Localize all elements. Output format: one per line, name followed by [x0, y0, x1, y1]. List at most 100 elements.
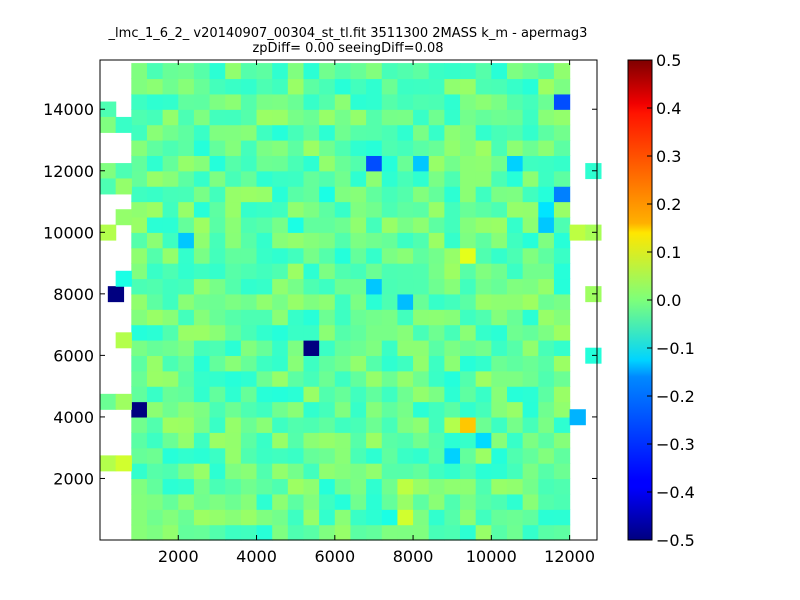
- heatmap-cell: [115, 393, 132, 410]
- heatmap-cell: [366, 509, 383, 526]
- heatmap-cell: [319, 186, 336, 203]
- heatmap-cell: [256, 216, 273, 233]
- heatmap-cell: [444, 340, 461, 356]
- heatmap-cell: [506, 186, 524, 203]
- heatmap-cell: [303, 170, 320, 187]
- heatmap-cell: [475, 524, 492, 541]
- heatmap-cell: [240, 155, 258, 172]
- heatmap-cell: [240, 416, 258, 433]
- heatmap-cell: [397, 278, 414, 295]
- heatmap-cell: [287, 493, 305, 510]
- heatmap-cell: [428, 463, 445, 480]
- heatmap-cell: [256, 263, 273, 280]
- heatmap-cell: [319, 140, 336, 156]
- x-tick-label: 6000: [314, 547, 355, 566]
- heatmap-cell: [428, 140, 445, 156]
- colorbar-tick-label: −0.3: [656, 435, 695, 454]
- heatmap-cell: [491, 93, 508, 110]
- heatmap-cell: [428, 201, 445, 218]
- heatmap-cell: [131, 416, 148, 433]
- heatmap-cell: [225, 309, 242, 326]
- heatmap-cell: [553, 478, 571, 495]
- heatmap-cell: [444, 155, 461, 172]
- heatmap-cell: [193, 78, 211, 95]
- heatmap-cell: [256, 432, 273, 449]
- y-tick-label: 6000: [53, 346, 94, 365]
- heatmap-cell: [506, 263, 524, 280]
- heatmap-cell: [287, 478, 305, 495]
- heatmap-cell: [428, 93, 445, 110]
- heatmap-cell: [131, 432, 148, 449]
- heatmap-cell: [366, 324, 383, 341]
- x-tick-label: 4000: [236, 547, 277, 566]
- heatmap-cell: [491, 432, 508, 449]
- heatmap-cell: [475, 478, 492, 495]
- heatmap-cell: [413, 232, 430, 249]
- heatmap-cell: [397, 170, 414, 187]
- heatmap-cell: [444, 140, 461, 156]
- heatmap-cell: [209, 216, 226, 233]
- heatmap-cell: [553, 63, 571, 80]
- heatmap-cell: [209, 78, 226, 95]
- heatmap-cell: [303, 124, 320, 141]
- heatmap-cell: [522, 309, 539, 326]
- heatmap-cell: [115, 116, 132, 133]
- heatmap-cell: [381, 524, 399, 541]
- heatmap-cell: [460, 278, 477, 295]
- heatmap-cell: [334, 124, 352, 141]
- heatmap-cell: [225, 170, 242, 187]
- heatmap-cell: [366, 170, 383, 187]
- heatmap-cell: [193, 232, 211, 249]
- heatmap-cell: [428, 432, 445, 449]
- heatmap-cell: [256, 155, 273, 172]
- heatmap-cell: [475, 140, 492, 156]
- heatmap-cell: [209, 493, 226, 510]
- heatmap-cell: [319, 340, 336, 356]
- heatmap-cell: [287, 124, 305, 141]
- heatmap-cell: [491, 78, 508, 95]
- heatmap-cell: [240, 263, 258, 280]
- chart-title-line-2: zpDiff= 0.00 seeingDiff=0.08: [252, 41, 443, 56]
- y-axis: 2000 4000 6000 8000 10000 12000 14000: [43, 100, 597, 488]
- heatmap-cell: [381, 463, 399, 480]
- heatmap-cell: [146, 109, 164, 126]
- heatmap-cell: [240, 386, 258, 403]
- heatmap-cell: [146, 432, 164, 449]
- heatmap-cell: [225, 293, 242, 310]
- heatmap-cell: [240, 109, 258, 126]
- heatmap-cell: [272, 401, 289, 418]
- heatmap-cell: [240, 355, 258, 372]
- heatmap-cell: [444, 263, 461, 280]
- heatmap-cell: [444, 447, 461, 464]
- heatmap-cell: [272, 201, 289, 218]
- heatmap-cell: [553, 309, 571, 326]
- heatmap-cell: [319, 155, 336, 172]
- heatmap-cell: [381, 140, 399, 156]
- heatmap-cell: [178, 263, 195, 280]
- heatmap-cell: [100, 393, 117, 410]
- colorbar: 0.5 0.4 0.3 0.2 0.1 0.0 −0.1 −0.2 −0.3 −0.4 −0.5: [627, 51, 695, 550]
- heatmap-cell: [381, 324, 399, 341]
- heatmap-cell: [506, 216, 524, 233]
- heatmap-cell: [522, 432, 539, 449]
- heatmap-cell: [350, 447, 367, 464]
- heatmap-cell: [397, 216, 414, 233]
- heatmap-cell: [193, 124, 211, 141]
- heatmap-cell: [366, 78, 383, 95]
- heatmap-cell: [303, 78, 320, 95]
- heatmap-cell: [256, 124, 273, 141]
- heatmap-cell: [225, 401, 242, 418]
- heatmap-cell: [256, 247, 273, 264]
- heatmap-cell: [397, 109, 414, 126]
- heatmap-cell: [240, 93, 258, 110]
- heatmap-cell: [381, 247, 399, 264]
- heatmap-cell: [366, 155, 383, 172]
- heatmap-cell: [428, 340, 445, 356]
- heatmap-cell: [460, 216, 477, 233]
- heatmap-cell: [131, 478, 148, 495]
- heatmap-cell: [428, 524, 445, 541]
- heatmap-cell: [491, 370, 508, 387]
- heatmap-cell: [381, 63, 399, 80]
- heatmap-cell: [193, 447, 211, 464]
- heatmap-cell: [131, 232, 148, 249]
